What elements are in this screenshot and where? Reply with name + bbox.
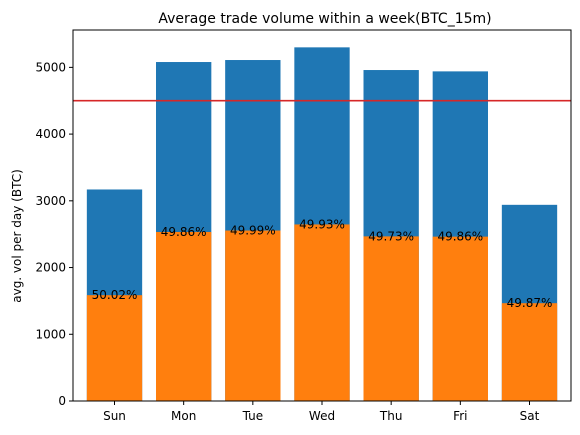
bar-portion-thu: [363, 236, 419, 401]
data-labels-group: 50.02% 49.86% 49.99% 49.93% 49.73% 49.86% 49.8…: [92, 217, 553, 310]
y-axis-label: avg. vol per day (BTC): [10, 169, 24, 303]
axes-group: Sun Mon Tue Wed Thu Fri Sat 0 1000 2000 3000 4000 50…: [35, 60, 539, 423]
data-label-wed: 49.93%: [299, 217, 345, 231]
y-tick-label: 1000: [35, 327, 66, 341]
x-tick-label-thu: Thu: [379, 409, 403, 423]
y-tick-label: 5000: [35, 60, 66, 74]
x-tick-label-tue: Tue: [242, 409, 264, 423]
x-tick-label-mon: Mon: [171, 409, 196, 423]
x-tick-label-sun: Sun: [103, 409, 126, 423]
bar-portion-mon: [156, 231, 212, 401]
plot-frame: [72, 29, 572, 402]
x-tick-label-sat: Sat: [520, 409, 540, 423]
bar-portion-tue: [225, 230, 281, 401]
data-label-sat: 49.87%: [507, 296, 553, 310]
x-tick-label-wed: Wed: [309, 409, 335, 423]
x-tick-label-fri: Fri: [453, 409, 467, 423]
bar-portion-wed: [294, 224, 350, 401]
y-tick-label: 2000: [35, 261, 66, 275]
data-label-thu: 49.73%: [368, 229, 414, 243]
data-label-tue: 49.99%: [230, 224, 276, 238]
data-label-mon: 49.86%: [161, 225, 207, 239]
y-tick-label: 3000: [35, 194, 66, 208]
bar-portion-sat: [501, 303, 558, 401]
bar-portion-fri: [432, 236, 488, 401]
y-tick-label: 0: [58, 394, 66, 408]
data-label-fri: 49.86%: [437, 230, 483, 244]
bar-portion-sun: [86, 295, 143, 401]
portion-bars-group: [86, 224, 558, 401]
data-label-sun: 50.02%: [92, 288, 138, 302]
chart-title: Average trade volume within a week(BTC_1…: [158, 11, 491, 27]
y-tick-label: 4000: [35, 127, 66, 141]
